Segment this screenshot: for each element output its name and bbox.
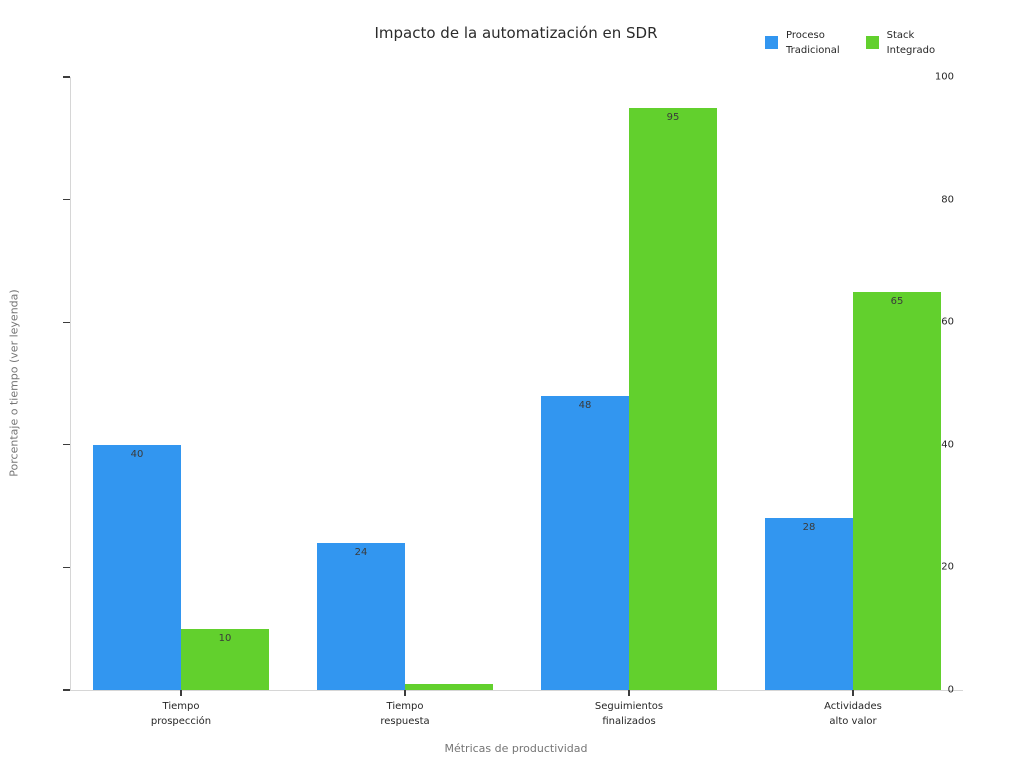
y-tick-mark bbox=[63, 566, 70, 569]
chart-title: Impacto de la automatización en SDR bbox=[374, 24, 658, 42]
x-tick-label: Tiempo prospección bbox=[150, 701, 212, 727]
bar-traditional-1: 24 bbox=[317, 542, 405, 690]
x-axis-label: Métricas de productividad bbox=[444, 742, 588, 755]
bar-integrated-2: 95 bbox=[629, 107, 717, 690]
y-tick-label: 40 bbox=[941, 439, 954, 451]
y-tick-mark bbox=[63, 689, 70, 691]
y-tick-label: 100 bbox=[934, 71, 954, 83]
bar-traditional-0: 40 bbox=[93, 444, 181, 690]
legend-label: Proceso Tradicional bbox=[786, 30, 840, 56]
bar-integrated-1 bbox=[405, 683, 493, 690]
legend-entry-0: Proceso Tradicional bbox=[765, 28, 840, 58]
legend-entry-1: Stack Integrado bbox=[865, 28, 936, 58]
bar-traditional-3: 28 bbox=[765, 518, 853, 690]
x-tick-mark bbox=[180, 690, 182, 696]
legend-label: Stack Integrado bbox=[886, 30, 936, 56]
x-tick-label: Seguimientos finalizados bbox=[594, 701, 664, 727]
bar-value-label: 48 bbox=[578, 399, 592, 411]
y-tick-label: 0 bbox=[947, 684, 954, 696]
bar-value-label: 40 bbox=[130, 448, 144, 460]
y-tick-mark bbox=[63, 321, 70, 323]
bar-value-label: 95 bbox=[666, 111, 680, 123]
y-tick-mark bbox=[63, 76, 70, 78]
x-tick-mark bbox=[628, 690, 630, 696]
legend-swatch-icon bbox=[865, 36, 879, 49]
x-tick-mark bbox=[404, 690, 406, 696]
bar-value-label: 24 bbox=[354, 546, 368, 558]
y-tick-mark bbox=[63, 198, 70, 201]
x-tick-label: Actividades alto valor bbox=[824, 701, 882, 727]
bar-integrated-0: 10 bbox=[181, 628, 269, 690]
legend-swatch-icon bbox=[765, 36, 778, 49]
y-tick-label: 20 bbox=[941, 561, 954, 573]
legend: Proceso Tradicional Stack Integrado bbox=[765, 28, 935, 58]
bar-value-label: 65 bbox=[890, 295, 904, 307]
bar-traditional-2: 48 bbox=[541, 395, 629, 690]
x-tick-mark bbox=[852, 690, 854, 696]
bar-integrated-3: 65 bbox=[853, 291, 941, 690]
bar-value-label: 10 bbox=[218, 632, 232, 644]
bar-value-label: 28 bbox=[802, 522, 816, 534]
y-tick-label: 60 bbox=[941, 316, 954, 328]
y-axis-label: Porcentaje o tiempo (ver leyenda) bbox=[7, 289, 21, 477]
plot-area: 0 20 40 60 80 100 Tiempo prospección Tiempo res… bbox=[63, 72, 963, 727]
x-tick-label: Tiempo respuesta bbox=[380, 701, 430, 727]
y-tick-mark bbox=[63, 444, 70, 446]
y-tick-label: 80 bbox=[941, 194, 954, 206]
